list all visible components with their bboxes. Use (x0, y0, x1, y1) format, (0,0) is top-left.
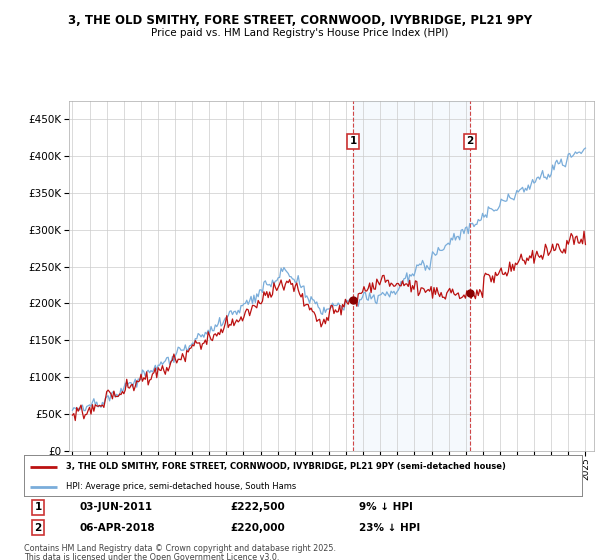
Text: 2: 2 (34, 523, 41, 533)
Text: £220,000: £220,000 (230, 523, 285, 533)
Text: Contains HM Land Registry data © Crown copyright and database right 2025.: Contains HM Land Registry data © Crown c… (24, 544, 336, 553)
Text: 3, THE OLD SMITHY, FORE STREET, CORNWOOD, IVYBRIDGE, PL21 9PY (semi-detached hou: 3, THE OLD SMITHY, FORE STREET, CORNWOOD… (66, 462, 506, 471)
Text: HPI: Average price, semi-detached house, South Hams: HPI: Average price, semi-detached house,… (66, 482, 296, 491)
Text: 23% ↓ HPI: 23% ↓ HPI (359, 523, 420, 533)
Text: 06-APR-2018: 06-APR-2018 (80, 523, 155, 533)
Text: 1: 1 (350, 136, 357, 146)
Text: Price paid vs. HM Land Registry's House Price Index (HPI): Price paid vs. HM Land Registry's House … (151, 28, 449, 38)
Text: 2: 2 (467, 136, 474, 146)
Text: This data is licensed under the Open Government Licence v3.0.: This data is licensed under the Open Gov… (24, 553, 280, 560)
Text: 3, THE OLD SMITHY, FORE STREET, CORNWOOD, IVYBRIDGE, PL21 9PY: 3, THE OLD SMITHY, FORE STREET, CORNWOOD… (68, 14, 532, 27)
Text: £222,500: £222,500 (230, 502, 285, 512)
Text: 03-JUN-2011: 03-JUN-2011 (80, 502, 153, 512)
Bar (353, 101, 470, 451)
Text: 9% ↓ HPI: 9% ↓ HPI (359, 502, 413, 512)
Text: 1: 1 (34, 502, 41, 512)
